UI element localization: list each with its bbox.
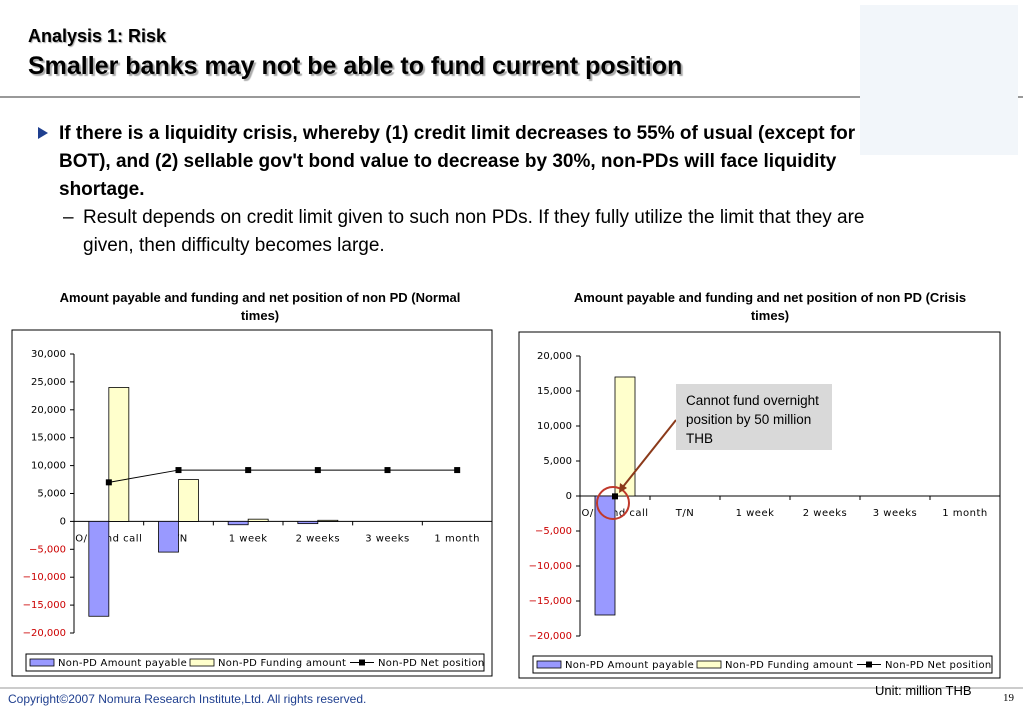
net-marker [175,467,182,474]
bar [297,521,319,525]
title: Smaller banks may not be able to fund cu… [28,52,683,80]
x-tick-label: 3 weeks [873,508,918,519]
bar [227,521,249,526]
arrowhead [619,483,627,493]
bar [594,495,616,616]
y-tick-label: 0 [566,491,572,502]
bar [88,521,110,617]
x-tick-label: T/N [675,508,694,519]
y-tick-label: −20,000 [529,631,572,642]
y-tick-label: −10,000 [529,561,572,572]
x-tick-label: 1 week [229,533,268,544]
legend-label: Non-PD Net position [378,658,485,669]
net-marker [245,467,252,474]
dash: – [63,207,74,228]
y-tick-label: 20,000 [31,405,66,416]
bar [158,521,179,553]
y-tick-label: 15,000 [31,433,66,444]
y-tick-label: 30,000 [31,349,66,360]
y-tick-label: 20,000 [537,351,572,362]
y-tick-label: 5,000 [543,456,572,467]
sub-bullet: Result depends on credit limit given to … [83,207,865,256]
bar [247,518,269,522]
net-marker [454,467,461,474]
page-number: 19 [1003,692,1014,704]
legend-box [25,653,485,672]
bar [317,519,339,522]
net-marker [612,493,618,500]
net-marker [314,467,321,474]
legend-label: Non-PD Funding amount [218,658,346,669]
x-tick-label: 2 weeks [803,508,848,519]
annotation: Cannot fund overnight position by 50 mil… [686,393,819,446]
bullet: If there is a liquidity crisis, whereby … [59,123,856,200]
chart-frame [518,331,1001,679]
x-tick-label: 1 month [434,533,480,544]
y-tick-label: 0 [60,516,66,527]
y-tick-label: 10,000 [31,461,66,472]
y-tick-label: −15,000 [529,596,572,607]
x-tick-label: 2 weeks [296,533,341,544]
callout-arrow [621,419,677,489]
legend-label: Non-PD Amount payable [565,660,694,671]
legend-swatch [696,660,722,669]
bar [614,376,636,497]
legend-label: Non-PD Net position [885,660,992,671]
subtitle: Analysis 1: Risk [28,26,167,46]
legend-swatch [536,660,562,669]
legend-swatch [29,658,55,667]
net-marker [384,467,391,474]
callout-box [676,384,832,450]
bar [178,479,199,522]
map-decoration [860,5,1018,155]
x-tick-label: 1 month [942,508,988,519]
y-tick-label: −5,000 [29,544,66,555]
chart-title: Amount payable and funding and net posit… [573,290,967,323]
copyright: Copyright©2007 Nomura Research Institute… [8,692,367,706]
x-tick-label: 1 week [736,508,775,519]
highlight-circle [596,486,630,520]
y-tick-label: 10,000 [537,421,572,432]
net-line [108,469,458,483]
y-tick-label: 5,000 [37,489,66,500]
chart-frame [11,329,493,677]
legend-label: Non-PD Amount payable [58,658,187,669]
y-tick-label: −5,000 [535,526,572,537]
net-marker [105,479,112,486]
y-tick-label: 15,000 [537,386,572,397]
chart-title: Amount payable and funding and net posit… [59,290,461,323]
legend-box [532,655,993,674]
legend-swatch [359,659,365,666]
x-tick-label: 3 weeks [365,533,410,544]
legend-swatch [189,658,215,667]
y-tick-label: −20,000 [23,628,66,639]
y-tick-label: 25,000 [31,377,66,388]
legend-swatch [866,661,872,668]
y-tick-label: −10,000 [23,572,66,583]
bar [108,387,130,522]
y-tick-label: −15,000 [23,600,66,611]
bullet-marker [38,127,48,139]
unit-note: Unit: million THB [875,683,972,698]
legend-label: Non-PD Funding amount [725,660,853,671]
